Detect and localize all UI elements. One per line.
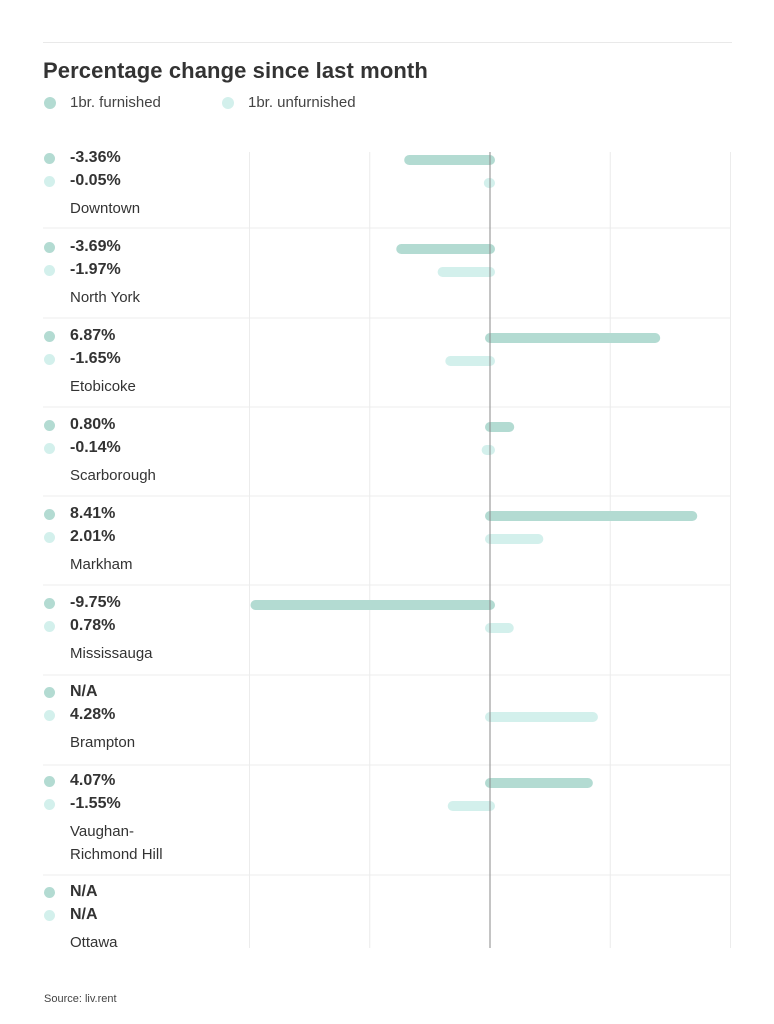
bar-unfurnished <box>483 178 495 188</box>
unfurnished-value-line: 0.78% <box>44 617 115 635</box>
bar-furnished <box>485 778 593 788</box>
bar-unfurnished <box>437 267 495 277</box>
category-label: Ottawa <box>70 934 118 951</box>
unfurnished-value-label: 0.78% <box>70 617 116 634</box>
bar-furnished <box>485 422 515 432</box>
unfurnished-value-label: -1.97% <box>70 261 121 278</box>
furnished-dot <box>44 508 55 520</box>
furnished-value-line: -9.75% <box>44 594 121 612</box>
chart-title: Percentage change since last month <box>43 58 428 83</box>
bar-furnished <box>485 333 661 343</box>
furnished-value-line: 6.87% <box>44 327 115 345</box>
top-divider <box>43 42 732 43</box>
furnished-value-label: 4.07% <box>70 772 116 789</box>
furnished-dot <box>44 241 55 253</box>
furnished-value-label: N/A <box>70 683 98 700</box>
bar-unfurnished <box>481 445 495 455</box>
category-label: Scarborough <box>70 467 156 484</box>
category-label: Vaughan- Richmond Hill <box>70 823 163 863</box>
legend-label-furnished: 1br. furnished <box>70 94 161 111</box>
bar-unfurnished <box>485 534 544 544</box>
bar-furnished <box>250 600 495 610</box>
category-label: Etobicoke <box>70 378 136 395</box>
bar-furnished <box>485 511 698 521</box>
furnished-dot <box>44 775 55 787</box>
unfurnished-dot <box>44 442 55 454</box>
unfurnished-value-line: -1.97% <box>44 261 121 279</box>
category-label: North York <box>70 289 141 306</box>
unfurnished-value-label: N/A <box>70 906 98 923</box>
unfurnished-dot <box>44 175 55 187</box>
unfurnished-value-line: -0.05% <box>44 172 121 190</box>
legend-swatch-furnished <box>44 96 56 109</box>
bar-unfurnished <box>485 623 514 633</box>
unfurnished-value-line: 4.28% <box>44 706 115 724</box>
furnished-value-line: 0.80% <box>44 416 115 434</box>
unfurnished-dot <box>44 909 55 921</box>
furnished-dot <box>44 597 55 609</box>
legend-item-furnished: 1br. furnished <box>44 94 161 111</box>
category-label: Downtown <box>70 200 141 217</box>
furnished-value-label: -9.75% <box>70 594 121 611</box>
furnished-dot <box>44 886 55 898</box>
source-note: Source: liv.rent <box>44 993 117 1005</box>
furnished-value-line: -3.36% <box>44 149 121 167</box>
unfurnished-value-label: -0.14% <box>70 439 121 456</box>
legend-item-unfurnished: 1br. unfurnished <box>222 94 356 111</box>
unfurnished-dot <box>44 620 55 632</box>
unfurnished-dot <box>44 709 55 721</box>
furnished-dot <box>44 686 55 698</box>
unfurnished-dot <box>44 264 55 276</box>
unfurnished-value-line: -1.65% <box>44 350 121 368</box>
furnished-value-label: 0.80% <box>70 416 116 433</box>
bar-unfurnished <box>445 356 495 366</box>
furnished-dot <box>44 419 55 431</box>
furnished-value-label: N/A <box>70 883 98 900</box>
bar-unfurnished <box>447 801 495 811</box>
category-label: Markham <box>70 556 133 573</box>
unfurnished-value-line: -0.14% <box>44 439 121 457</box>
furnished-dot <box>44 330 55 342</box>
furnished-value-label: -3.69% <box>70 238 121 255</box>
furnished-value-line: N/A <box>44 883 98 901</box>
furnished-value-line: 8.41% <box>44 505 115 523</box>
unfurnished-value-label: 2.01% <box>70 528 116 545</box>
unfurnished-value-label: 4.28% <box>70 706 116 723</box>
legend-swatch-unfurnished <box>222 96 234 109</box>
bar-furnished <box>404 155 495 165</box>
category-label: Mississauga <box>70 645 153 662</box>
furnished-value-line: 4.07% <box>44 772 115 790</box>
unfurnished-value-label: -1.55% <box>70 795 121 812</box>
unfurnished-value-line: 2.01% <box>44 528 115 546</box>
unfurnished-value-line: -1.55% <box>44 795 121 813</box>
unfurnished-dot <box>44 798 55 810</box>
furnished-value-line: N/A <box>44 683 98 701</box>
unfurnished-dot <box>44 531 55 543</box>
unfurnished-dot <box>44 353 55 365</box>
legend-label-unfurnished: 1br. unfurnished <box>248 94 356 111</box>
furnished-dot <box>44 152 55 164</box>
unfurnished-value-label: -0.05% <box>70 172 121 189</box>
unfurnished-value-line: N/A <box>44 906 98 924</box>
furnished-value-line: -3.69% <box>44 238 121 256</box>
furnished-value-label: 6.87% <box>70 327 116 344</box>
bar-furnished <box>396 244 495 254</box>
furnished-value-label: -3.36% <box>70 149 121 166</box>
unfurnished-value-label: -1.65% <box>70 350 121 367</box>
category-label: Brampton <box>70 734 136 751</box>
bar-unfurnished <box>485 712 598 722</box>
furnished-value-label: 8.41% <box>70 505 116 522</box>
